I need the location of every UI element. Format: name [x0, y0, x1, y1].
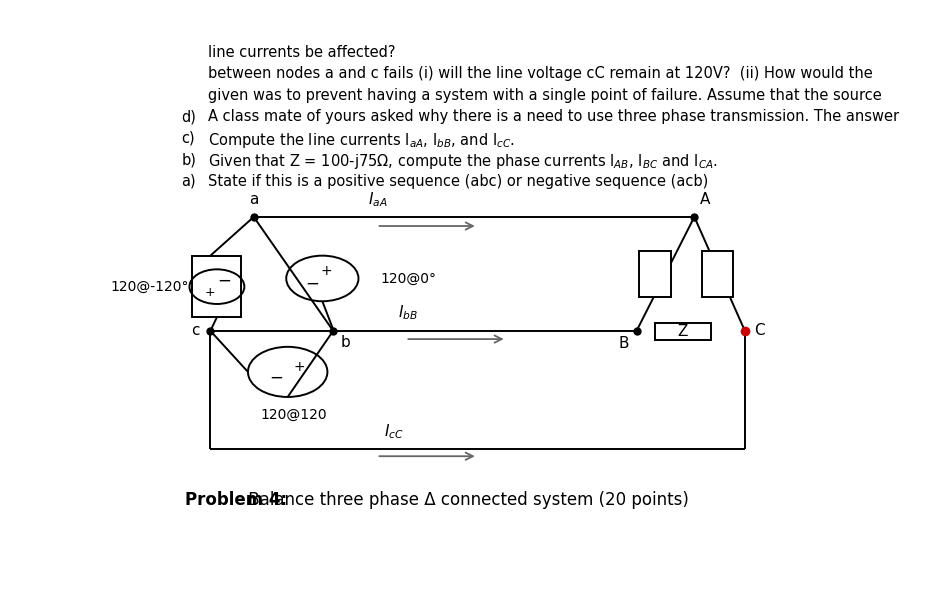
Text: A: A [700, 192, 710, 207]
Text: +: + [321, 264, 332, 278]
Text: Balance three phase Δ connected system (20 points): Balance three phase Δ connected system (… [243, 491, 689, 509]
Text: Z: Z [678, 324, 688, 339]
Text: −: − [269, 368, 283, 387]
Text: $I_{bB}$: $I_{bB}$ [398, 303, 418, 322]
Text: Compute the line currents I$_{aA}$, I$_{bB}$, and I$_{cC}$.: Compute the line currents I$_{aA}$, I$_{… [208, 131, 515, 150]
Text: State if this is a positive sequence (abc) or negative sequence (acb): State if this is a positive sequence (ab… [208, 173, 708, 189]
FancyBboxPatch shape [702, 251, 733, 297]
Text: Z: Z [712, 266, 722, 281]
Text: 120@-120°: 120@-120° [110, 279, 188, 294]
Text: between nodes a and c fails (i) will the line voltage cC remain at 120V?  (ii) H: between nodes a and c fails (i) will the… [208, 66, 873, 82]
Text: Problem 4:: Problem 4: [185, 491, 287, 509]
FancyBboxPatch shape [638, 251, 670, 297]
Text: c): c) [182, 131, 195, 146]
Text: +: + [294, 361, 305, 374]
Text: a): a) [182, 173, 196, 189]
Text: a: a [249, 192, 258, 207]
Text: C: C [754, 323, 765, 339]
Text: −: − [217, 271, 231, 289]
Text: Given that Z = 100-j75Ω, compute the phase currents I$_{AB}$, I$_{BC}$ and I$_{C: Given that Z = 100-j75Ω, compute the pha… [208, 152, 718, 171]
Text: +: + [204, 285, 215, 298]
Text: −: − [306, 275, 319, 293]
Text: c: c [191, 323, 199, 339]
Text: B: B [619, 336, 629, 351]
Text: line currents be affected?: line currents be affected? [208, 45, 396, 60]
Text: A class mate of yours asked why there is a need to use three phase transmission.: A class mate of yours asked why there is… [208, 110, 899, 124]
Text: given was to prevent having a system with a single point of failure. Assume that: given was to prevent having a system wit… [208, 88, 882, 103]
Text: $I_{aA}$: $I_{aA}$ [368, 190, 388, 209]
Text: b): b) [182, 152, 197, 167]
Text: 120@0°: 120@0° [380, 272, 436, 285]
Text: $I_{cC}$: $I_{cC}$ [384, 422, 404, 440]
Text: Z: Z [650, 266, 660, 281]
Text: b: b [340, 334, 350, 350]
Text: d): d) [182, 110, 197, 124]
Text: 120@120: 120@120 [260, 408, 327, 422]
